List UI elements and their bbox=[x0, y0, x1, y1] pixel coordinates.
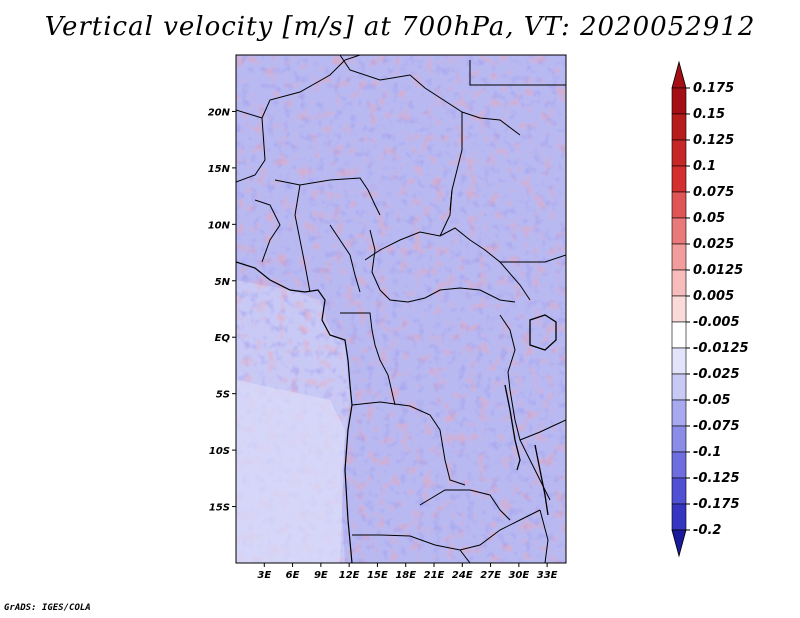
colorbar-label: -0.005 bbox=[693, 315, 740, 330]
colorbar-segment bbox=[671, 503, 687, 531]
colorbar-segment bbox=[671, 191, 687, 219]
colorbar-label: 0.075 bbox=[693, 185, 734, 200]
colorbar-segment bbox=[671, 87, 687, 115]
colorbar-segment bbox=[671, 321, 687, 349]
colorbar-label: 0.125 bbox=[693, 133, 734, 148]
lat-tick-label: 15S bbox=[209, 503, 230, 514]
lon-tick-label: 30E bbox=[508, 570, 529, 581]
lon-tick-label: 15E bbox=[367, 570, 388, 581]
colorbar-segment bbox=[671, 425, 687, 453]
colorbar-label: 0.005 bbox=[693, 289, 734, 304]
lat-tick-label: 10S bbox=[209, 446, 230, 457]
colorbar-top-arrow bbox=[671, 60, 687, 89]
lat-tick-label: 10N bbox=[208, 220, 231, 231]
lat-tick-label: 5N bbox=[215, 277, 231, 288]
great-lakes bbox=[504, 314, 557, 516]
colorbar-label: -0.075 bbox=[693, 419, 740, 434]
lon-tick-label: 24E bbox=[452, 570, 473, 581]
lon-tick-label: 12E bbox=[339, 570, 360, 581]
lat-tick-label: 20N bbox=[208, 107, 231, 118]
colorbar-segment bbox=[671, 269, 687, 297]
colorbar-label: 0.1 bbox=[693, 159, 716, 174]
colorbar-label: -0.0125 bbox=[693, 341, 749, 356]
map-panel bbox=[236, 55, 566, 563]
map-frame bbox=[235, 54, 567, 564]
lon-tick-label: 9E bbox=[314, 570, 328, 581]
lon-tick-label: 3E bbox=[257, 570, 271, 581]
colorbar-label: -0.1 bbox=[693, 445, 721, 460]
lon-tick-label: 6E bbox=[286, 570, 300, 581]
political-boundaries bbox=[236, 55, 566, 563]
colorbar-label: -0.05 bbox=[693, 393, 730, 408]
colorbar-segment bbox=[671, 451, 687, 479]
colorbar-label: 0.15 bbox=[693, 107, 725, 122]
colorbar-label: -0.025 bbox=[693, 367, 740, 382]
lat-tick-label: 15N bbox=[208, 164, 231, 175]
colorbar-segment bbox=[671, 165, 687, 193]
colorbar-label: -0.175 bbox=[693, 497, 740, 512]
colorbar-label: 0.025 bbox=[693, 237, 734, 252]
credit-text: GrADS: IGES/COLA bbox=[4, 603, 91, 613]
lon-tick-label: 33E bbox=[537, 570, 558, 581]
colorbar-segment bbox=[671, 113, 687, 141]
colorbar-segment bbox=[671, 295, 687, 323]
colorbar-segment bbox=[671, 139, 687, 167]
lat-tick-label: EQ bbox=[215, 333, 231, 344]
lon-tick-label: 27E bbox=[480, 570, 501, 581]
colorbar-label: 0.05 bbox=[693, 211, 725, 226]
colorbar-label: 0.175 bbox=[693, 81, 734, 96]
colorbar-bottom-arrow bbox=[671, 529, 687, 558]
lat-tick-label: 5S bbox=[216, 390, 230, 401]
colorbar-segment bbox=[671, 347, 687, 375]
colorbar-label: 0.0125 bbox=[693, 263, 743, 278]
colorbar-segment bbox=[671, 399, 687, 427]
colorbar-label: -0.125 bbox=[693, 471, 740, 486]
colorbar-segment bbox=[671, 373, 687, 401]
lon-tick-label: 18E bbox=[395, 570, 416, 581]
map-title: Vertical velocity [m/s] at 700hPa, VT: 2… bbox=[44, 12, 756, 42]
south-atlantic-field bbox=[236, 380, 345, 563]
colorbar-label: -0.2 bbox=[693, 523, 721, 538]
colorbar-segment bbox=[671, 217, 687, 245]
longitude-axis: 3E 6E 9E 12E 15E 18E 21E 24E 27E 30E 33E bbox=[257, 563, 558, 581]
lon-tick-label: 21E bbox=[424, 570, 445, 581]
latitude-axis: 20N 15N 10N 5N EQ 5S 10S 15S bbox=[208, 107, 236, 514]
colorbar: 0.175 0.15 0.125 0.1 0.075 0.05 0.025 0.0125 0.0… bbox=[671, 60, 749, 558]
colorbar-segment bbox=[671, 477, 687, 505]
colorbar-segment bbox=[671, 243, 687, 271]
